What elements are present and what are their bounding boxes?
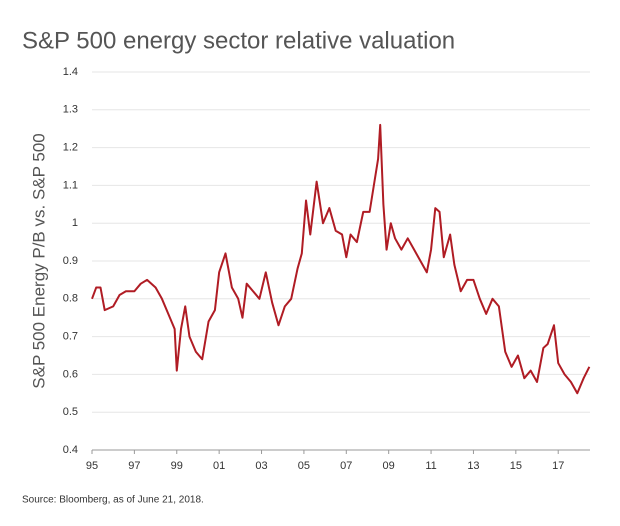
y-axis-label: S&P 500 Energy P/B vs. S&P 500: [29, 133, 48, 388]
y-tick-label: 1.4: [63, 66, 78, 78]
y-tick-label: 0.5: [63, 406, 78, 418]
x-tick-label: 95: [86, 460, 98, 472]
x-tick-label: 09: [383, 460, 395, 472]
x-tick-label: 07: [340, 460, 352, 472]
y-tick-label: 0.9: [63, 255, 78, 267]
x-tick-label: 99: [171, 460, 183, 472]
y-tick-label: 1: [72, 217, 78, 229]
y-tick-label: 0.7: [63, 331, 78, 343]
x-tick-label: 11: [425, 460, 436, 472]
x-tick-label: 17: [552, 460, 564, 472]
y-tick-label: 0.6: [63, 368, 78, 380]
x-tick-label: 01: [213, 460, 225, 472]
y-tick-label: 0.8: [63, 293, 78, 305]
y-tick-label: 0.4: [63, 444, 78, 456]
x-tick-label: 13: [467, 460, 479, 472]
x-tick-label: 05: [298, 460, 310, 472]
x-tick-label: 15: [510, 460, 522, 472]
data-line: [91, 123, 591, 395]
source-note: Source: Bloomberg, as of June 21, 2018.: [22, 495, 204, 506]
x-tick-label: 97: [128, 460, 140, 472]
chart-title: S&P 500 energy sector relative valuation: [22, 27, 455, 54]
x-tick-label: 03: [255, 460, 267, 472]
y-tick-label: 1.1: [63, 179, 78, 191]
y-tick-label: 1.2: [63, 142, 78, 154]
y-tick-label: 1.3: [63, 104, 78, 116]
